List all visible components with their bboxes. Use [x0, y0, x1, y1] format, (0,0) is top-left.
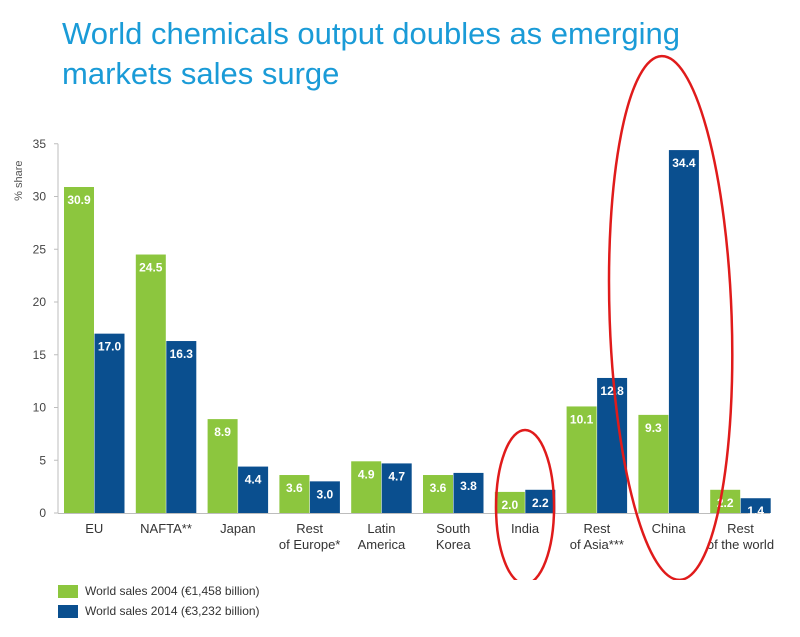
bar-nafta-2004 — [135, 254, 166, 513]
bar-value-label: 17.0 — [98, 340, 122, 354]
bar-latin-america-2014 — [381, 463, 412, 513]
legend-item-2014: World sales 2014 (€3,232 billion) — [58, 604, 260, 618]
bar-value-label: 16.3 — [170, 347, 194, 361]
bar-eu-2014 — [94, 333, 125, 513]
x-tick-label: Rest — [727, 521, 754, 536]
y-tick-label: 30 — [33, 190, 47, 204]
legend-swatch-2004 — [58, 584, 78, 598]
highlight-ellipse-china — [607, 54, 734, 580]
bar-rest-of-europe-2004 — [279, 475, 310, 513]
bars: 30.9 17.0 24.5 16.3 8.9 4.4 3.6 3.0 4.9 4.7 3.6 3.8… — [64, 150, 771, 518]
legend-item-2004: World sales 2004 (€1,458 billion) — [58, 584, 260, 598]
bar-value-label: 8.9 — [214, 425, 231, 439]
bar-value-label: 2.0 — [501, 498, 518, 512]
y-axis: 0 5 10 15 20 25 30 35 % share — [13, 137, 770, 520]
x-tick-label: Rest — [583, 521, 610, 536]
legend-label-2014: World sales 2014 (€3,232 billion) — [85, 604, 260, 618]
x-tick-label: NAFTA** — [140, 521, 192, 536]
x-tick-label: China — [652, 521, 687, 536]
x-tick-label: Korea — [436, 537, 471, 552]
chart-title: World chemicals output doubles as emergi… — [62, 16, 681, 91]
y-tick-label: 15 — [33, 348, 47, 362]
highlight-annotations — [494, 54, 734, 580]
bar-japan-2004 — [207, 419, 238, 513]
bar-value-label: 3.6 — [286, 481, 303, 495]
bar-japan-2014 — [238, 466, 269, 513]
bar-rest-of-europe-2014 — [309, 481, 340, 513]
y-tick-label: 10 — [33, 401, 47, 415]
x-tick-label: of Europe* — [279, 537, 340, 552]
bar-china-2004 — [638, 414, 669, 513]
bar-value-label: 3.8 — [460, 479, 477, 493]
bar-eu-2004 — [64, 187, 94, 513]
bar-rest-of-the-world-2004 — [710, 489, 741, 513]
bar-value-label: 24.5 — [139, 261, 163, 275]
bar-value-label: 4.4 — [245, 473, 262, 487]
legend-label-2004: World sales 2004 (€1,458 billion) — [85, 584, 260, 598]
bar-value-label: 1.4 — [747, 504, 764, 518]
bar-rest-of-asia-2004 — [566, 406, 597, 513]
bar-south-korea-2004 — [423, 475, 453, 513]
bar-south-korea-2014 — [453, 472, 484, 513]
bar-india-2004 — [494, 491, 525, 513]
y-tick-label: 20 — [33, 295, 47, 309]
bar-rest-of-the-world-2014 — [740, 498, 771, 513]
y-tick-label: 25 — [33, 242, 47, 256]
x-tick-label: South — [436, 521, 470, 536]
bar-value-label: 34.4 — [672, 156, 696, 170]
bar-value-label: 3.0 — [317, 487, 334, 501]
bar-value-label: 10.1 — [570, 412, 594, 426]
y-tick-label: 35 — [33, 137, 47, 151]
x-tick-label: Japan — [220, 521, 255, 536]
bar-value-label: 12.8 — [600, 384, 624, 398]
y-tick-label: 5 — [39, 453, 46, 467]
bar-value-label: 9.3 — [645, 421, 662, 435]
x-tick-label: India — [511, 521, 540, 536]
bar-value-label: 4.9 — [358, 467, 375, 481]
x-tick-label: EU — [85, 521, 103, 536]
highlight-ellipse-india — [494, 428, 556, 580]
bar-value-label: 30.9 — [67, 193, 91, 207]
bar-value-label: 3.6 — [430, 481, 447, 495]
y-axis-title: % share — [13, 160, 25, 200]
legend-swatch-2014 — [58, 604, 78, 618]
x-tick-label: America — [358, 537, 406, 552]
bar-chart: 0 5 10 15 20 25 30 35 % share 30.9 17.0 24.5 16.3 8.… — [13, 54, 774, 580]
bar-nafta-2014 — [166, 341, 197, 513]
bar-latin-america-2004 — [351, 461, 382, 513]
bar-value-label: 2.2 — [532, 496, 549, 510]
bar-value-label: 4.7 — [388, 469, 405, 483]
x-tick-label: Rest — [296, 521, 323, 536]
x-tick-label: of the world — [707, 537, 774, 552]
x-tick-label: of Asia*** — [570, 537, 624, 552]
bar-china-2014 — [668, 150, 699, 513]
x-tick-label: Latin — [367, 521, 395, 536]
y-tick-label: 0 — [39, 506, 46, 520]
bar-india-2014 — [525, 489, 556, 513]
